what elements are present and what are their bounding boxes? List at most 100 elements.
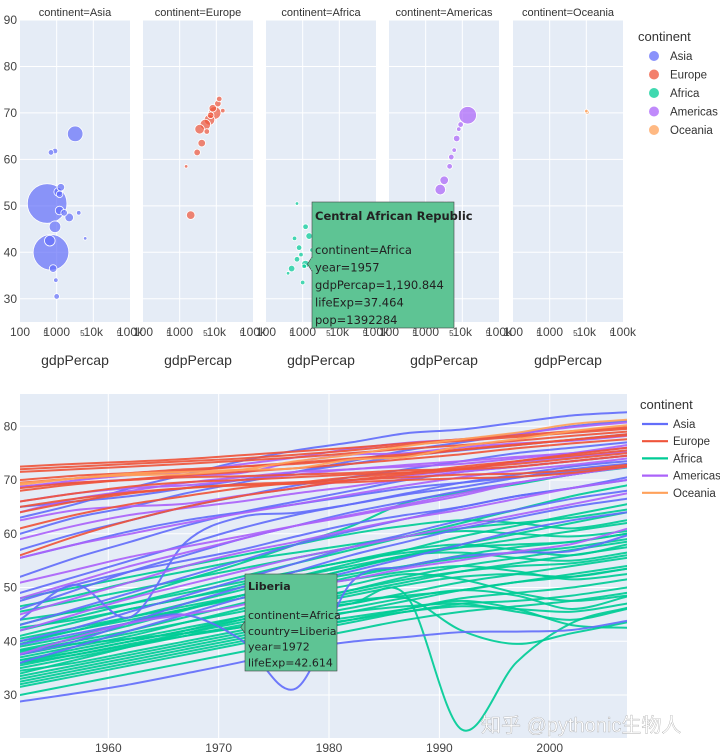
- tooltip-line: country=Liberia: [248, 625, 337, 638]
- legend-label: Oceania: [673, 488, 716, 500]
- watermark-text: 知乎 @pythonic生物人: [481, 714, 681, 737]
- series-line-africa[interactable]: [0, 517, 649, 602]
- x-tick-label: 10k: [577, 325, 597, 339]
- legend-label: Oceania: [670, 125, 713, 137]
- tooltip-joint: [311, 258, 313, 271]
- x-tick-label: 10k: [207, 325, 227, 339]
- scatter-point: [48, 220, 62, 233]
- legend-label: Asia: [673, 419, 696, 431]
- scatter-point: [305, 232, 313, 240]
- legend-label: Americas: [673, 471, 720, 483]
- y-tick-label: 70: [4, 473, 18, 487]
- tooltip-line: year=1972: [248, 641, 310, 654]
- series-line-europe[interactable]: [0, 463, 649, 517]
- legend-item-oceania[interactable]: Oceania: [649, 125, 713, 137]
- x-tick-label: 100k: [363, 325, 390, 339]
- legend-item-americas[interactable]: Americas: [642, 471, 720, 483]
- scatter-point: [194, 123, 205, 135]
- tooltip-title: Central African Republic: [315, 209, 473, 223]
- series-line-asia[interactable]: [0, 488, 649, 647]
- x-tick-label: 5: [573, 329, 578, 338]
- x-tick-label: 5: [486, 329, 491, 338]
- legend-item-oceania[interactable]: Oceania: [642, 488, 716, 500]
- y-tick-label: 80: [4, 59, 18, 73]
- series-line-europe[interactable]: [0, 451, 649, 505]
- y-tick-label: 90: [4, 13, 18, 27]
- series-line-asia[interactable]: [0, 411, 649, 523]
- scatter-point: [448, 153, 455, 161]
- tooltip-title: Liberia: [248, 580, 291, 593]
- series-line-europe[interactable]: [0, 437, 649, 493]
- legend-marker: [649, 69, 659, 80]
- scatter-point: [82, 236, 88, 241]
- legend-item-africa[interactable]: Africa: [649, 88, 700, 100]
- legend-item-americas[interactable]: Americas: [649, 106, 718, 119]
- x-tick-label: 1000: [536, 325, 563, 339]
- legend-marker: [649, 88, 659, 98]
- x-axis-label: gdpPercap: [534, 352, 602, 368]
- series-line-americas[interactable]: [0, 456, 649, 563]
- tooltip-line: year=1957: [315, 261, 380, 275]
- legend-item-asia[interactable]: Asia: [649, 51, 693, 63]
- series-line-africa[interactable]: [0, 529, 649, 611]
- scatter-point: [66, 125, 84, 143]
- series-line-europe[interactable]: [0, 448, 649, 563]
- y-tick-label: 50: [4, 581, 18, 595]
- y-tick-label: 30: [4, 292, 18, 306]
- x-tick-label: 5: [80, 329, 85, 338]
- series-line-europe[interactable]: [0, 427, 649, 471]
- x-tick-label: 1000: [289, 325, 316, 339]
- hover-tooltip: Liberia continent=Africa country=Liberia ye…: [240, 573, 341, 672]
- tooltip-line: lifeExp=42.614: [248, 656, 333, 669]
- scatter-point: [208, 104, 217, 113]
- tooltip-line: lifeExp=37.464: [315, 296, 404, 310]
- x-tick-label: 5: [289, 329, 294, 338]
- legend-bottom: continent Asia Europe Africa Americas Oceania: [640, 397, 720, 500]
- legend-item-europe[interactable]: Europe: [649, 69, 707, 82]
- x-tick-label: 1000: [166, 325, 193, 339]
- series-line-africa[interactable]: [0, 508, 649, 631]
- x-tick-label: 100: [10, 325, 30, 339]
- y-tick-label: 60: [4, 527, 18, 541]
- scatter-point: [291, 235, 298, 242]
- facet-title: continent=Asia: [39, 7, 112, 19]
- scatter-point: [293, 256, 301, 263]
- legend-item-africa[interactable]: Africa: [642, 453, 703, 465]
- scatter-point: [434, 183, 446, 196]
- tooltip-line: pop=1392284: [315, 313, 398, 327]
- series-line-oceania[interactable]: [0, 423, 649, 485]
- series-line-americas[interactable]: [0, 489, 649, 637]
- series-line-europe[interactable]: [0, 445, 649, 534]
- series-line-americas[interactable]: [0, 477, 649, 621]
- legend-title: continent: [638, 29, 691, 44]
- x-tick-label: 5: [449, 329, 454, 338]
- x-tick-label: 1990: [426, 741, 453, 755]
- scatter-point: [294, 201, 300, 206]
- legend-item-asia[interactable]: Asia: [642, 419, 696, 431]
- series-line-europe[interactable]: [0, 454, 649, 491]
- scatter-point: [48, 264, 58, 273]
- scatter-point: [302, 223, 309, 230]
- scatter-point: [220, 107, 226, 114]
- series-line-asia[interactable]: [0, 496, 649, 660]
- series-line-africa[interactable]: [0, 531, 649, 624]
- x-tick-label: 100: [503, 325, 523, 339]
- series-line-africa[interactable]: [0, 481, 649, 636]
- series-line-europe[interactable]: [0, 430, 649, 473]
- legend-title: continent: [640, 397, 693, 412]
- x-axis-label: gdpPercap: [41, 352, 109, 368]
- x-tick-label: 2000: [536, 741, 563, 755]
- scatter-point: [203, 128, 211, 135]
- x-tick-label: 100k: [610, 325, 637, 339]
- scatter-point: [287, 264, 296, 273]
- legend-item-europe[interactable]: Europe: [642, 436, 710, 448]
- x-axis-label: gdpPercap: [164, 352, 232, 368]
- facet-background: [513, 20, 623, 322]
- scatter-point: [301, 263, 307, 269]
- series-line-americas[interactable]: [0, 463, 649, 604]
- scatter-point: [439, 175, 449, 185]
- tooltip-line: continent=Africa: [315, 243, 412, 257]
